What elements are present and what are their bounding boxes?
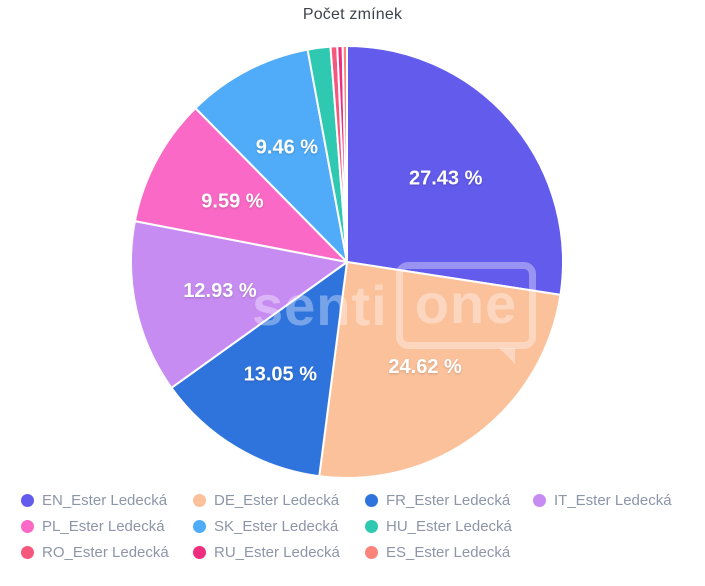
legend-dot-icon <box>21 493 34 507</box>
legend-label: SK_Ester Ledecká <box>214 517 339 535</box>
legend-dot-icon <box>21 519 34 533</box>
legend-item-de[interactable]: DE_Ester Ledecká <box>193 487 365 513</box>
legend-label: EN_Ester Ledecká <box>42 491 168 509</box>
legend-label: HU_Ester Ledecká <box>386 517 512 535</box>
legend-item-sk[interactable]: SK_Ester Ledecká <box>193 513 365 539</box>
legend: EN_Ester Ledecká DE_Ester Ledecká FR_Est… <box>21 487 693 565</box>
legend-dot-icon <box>193 545 206 559</box>
legend-item-pl[interactable]: PL_Ester Ledecká <box>21 513 193 539</box>
legend-label: RO_Ester Ledecká <box>42 543 169 561</box>
chart-title: Počet zmínek <box>302 6 403 23</box>
legend-label: DE_Ester Ledecká <box>214 491 340 509</box>
legend-label: ES_Ester Ledecká <box>386 543 511 561</box>
legend-label: RU_Ester Ledecká <box>214 543 340 561</box>
legend-label: IT_Ester Ledecká <box>554 491 672 509</box>
legend-dot-icon <box>365 493 378 507</box>
legend-label: FR_Ester Ledecká <box>386 491 511 509</box>
pie-slice-fr[interactable] <box>170 261 348 478</box>
pie-slice-it[interactable] <box>130 220 348 389</box>
legend-item-it[interactable]: IT_Ester Ledecká <box>533 487 693 513</box>
legend-dot-icon <box>193 493 206 507</box>
pie-slice-pl[interactable] <box>133 107 348 263</box>
legend-item-fr[interactable]: FR_Ester Ledecká <box>365 487 533 513</box>
legend-item-es[interactable]: ES_Ester Ledecká <box>365 539 533 565</box>
legend-dot-icon <box>365 545 378 559</box>
legend-item-hu[interactable]: HU_Ester Ledecká <box>365 513 533 539</box>
pie-slice-sk[interactable] <box>194 48 348 263</box>
legend-item-ru[interactable]: RU_Ester Ledecká <box>193 539 365 565</box>
legend-dot-icon <box>533 493 546 507</box>
legend-dot-icon <box>21 545 34 559</box>
pie-slice-es[interactable] <box>341 44 348 263</box>
pie-slice-en[interactable] <box>346 45 564 296</box>
legend-dot-icon <box>193 519 206 533</box>
legend-label: PL_Ester Ledecká <box>42 517 165 535</box>
pie-slice-de[interactable] <box>318 261 562 479</box>
legend-dot-icon <box>365 519 378 533</box>
pie-chart: 27.43 %24.62 %13.05 %12.93 %9.59 %9.46 % <box>130 44 564 479</box>
legend-item-en[interactable]: EN_Ester Ledecká <box>21 487 193 513</box>
legend-item-ro[interactable]: RO_Ester Ledecká <box>21 539 193 565</box>
